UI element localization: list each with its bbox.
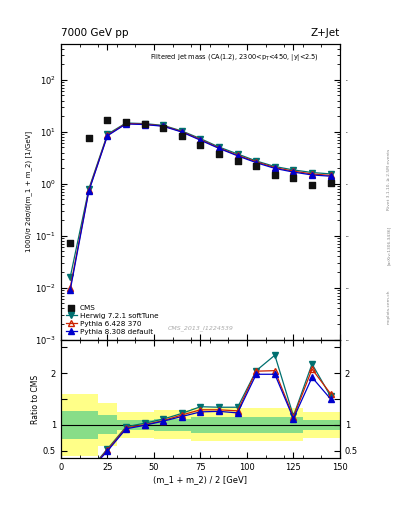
Herwig 7.2.1 softTune [161, 122, 165, 129]
Pythia 8.308 default [124, 121, 129, 127]
Pythia 6.428 370 [328, 173, 333, 179]
Pythia 8.308 default [161, 123, 165, 130]
Herwig 7.2.1 softTune [272, 163, 277, 169]
Pythia 6.428 370 [124, 120, 129, 126]
CMS [216, 150, 222, 158]
Pythia 6.428 370 [310, 171, 314, 177]
CMS [160, 123, 166, 132]
CMS [309, 181, 315, 189]
Pythia 8.308 default [254, 160, 259, 166]
Herwig 7.2.1 softTune [68, 274, 73, 280]
Pythia 6.428 370 [291, 168, 296, 174]
CMS [327, 179, 334, 187]
CMS [272, 170, 278, 179]
Pythia 6.428 370 [217, 145, 221, 151]
CMS [235, 157, 241, 165]
Pythia 6.428 370 [180, 129, 184, 135]
Pythia 6.428 370 [198, 137, 203, 143]
Line: Pythia 8.308 default: Pythia 8.308 default [68, 121, 333, 293]
Pythia 6.428 370 [235, 152, 240, 158]
Text: Z+Jet: Z+Jet [311, 28, 340, 38]
Pythia 8.308 default [310, 172, 314, 178]
Pythia 8.308 default [105, 133, 110, 139]
Herwig 7.2.1 softTune [310, 169, 314, 176]
X-axis label: (m_1 + m_2) / 2 [GeV]: (m_1 + m_2) / 2 [GeV] [153, 475, 248, 484]
Pythia 8.308 default [68, 287, 73, 293]
CMS [197, 141, 204, 150]
CMS [290, 174, 297, 182]
Pythia 8.308 default [142, 121, 147, 127]
CMS [179, 132, 185, 140]
Text: 7000 GeV pp: 7000 GeV pp [61, 28, 129, 38]
CMS [86, 134, 92, 142]
Legend: CMS, Herwig 7.2.1 softTune, Pythia 6.428 370, Pythia 8.308 default: CMS, Herwig 7.2.1 softTune, Pythia 6.428… [64, 304, 160, 336]
Herwig 7.2.1 softTune [198, 136, 203, 142]
Pythia 8.308 default [328, 173, 333, 179]
Herwig 7.2.1 softTune [235, 151, 240, 157]
Y-axis label: Ratio to CMS: Ratio to CMS [31, 374, 40, 423]
Pythia 6.428 370 [142, 121, 147, 127]
Pythia 6.428 370 [272, 164, 277, 170]
Herwig 7.2.1 softTune [328, 171, 333, 177]
Herwig 7.2.1 softTune [124, 120, 129, 126]
Pythia 8.308 default [235, 153, 240, 159]
Y-axis label: 1000/σ 2dσ/d(m_1 + m_2) [1/GeV]: 1000/σ 2dσ/d(m_1 + m_2) [1/GeV] [26, 131, 32, 252]
Pythia 6.428 370 [68, 285, 73, 291]
Pythia 6.428 370 [86, 187, 91, 194]
Text: CMS_2013_I1224539: CMS_2013_I1224539 [167, 325, 233, 331]
Herwig 7.2.1 softTune [180, 128, 184, 134]
Pythia 8.308 default [180, 129, 184, 135]
Text: mcplots.cern.ch: mcplots.cern.ch [387, 290, 391, 325]
CMS [123, 118, 129, 126]
Herwig 7.2.1 softTune [217, 144, 221, 150]
Herwig 7.2.1 softTune [142, 120, 147, 126]
Pythia 8.308 default [272, 165, 277, 172]
Herwig 7.2.1 softTune [86, 186, 91, 192]
CMS [104, 116, 110, 124]
Pythia 8.308 default [217, 145, 221, 152]
Text: Filtered jet mass (CA(1.2), 2300<p$_{\rm T}$<450, |y|<2.5): Filtered jet mass (CA(1.2), 2300<p$_{\rm… [150, 52, 319, 63]
Text: [arXiv:1306.3436]: [arXiv:1306.3436] [387, 226, 391, 265]
Herwig 7.2.1 softTune [254, 158, 259, 164]
Pythia 6.428 370 [254, 159, 259, 165]
Pythia 8.308 default [198, 137, 203, 143]
Pythia 6.428 370 [161, 123, 165, 129]
CMS [67, 239, 73, 247]
Line: Pythia 6.428 370: Pythia 6.428 370 [68, 121, 333, 290]
Herwig 7.2.1 softTune [291, 167, 296, 173]
Herwig 7.2.1 softTune [105, 131, 110, 137]
CMS [253, 162, 259, 170]
Pythia 6.428 370 [105, 132, 110, 138]
Pythia 8.308 default [86, 188, 91, 194]
Text: Rivet 3.1.10, ≥ 2.5M events: Rivet 3.1.10, ≥ 2.5M events [387, 148, 391, 210]
Pythia 8.308 default [291, 169, 296, 175]
CMS [141, 120, 148, 129]
Line: Herwig 7.2.1 softTune: Herwig 7.2.1 softTune [68, 120, 333, 280]
